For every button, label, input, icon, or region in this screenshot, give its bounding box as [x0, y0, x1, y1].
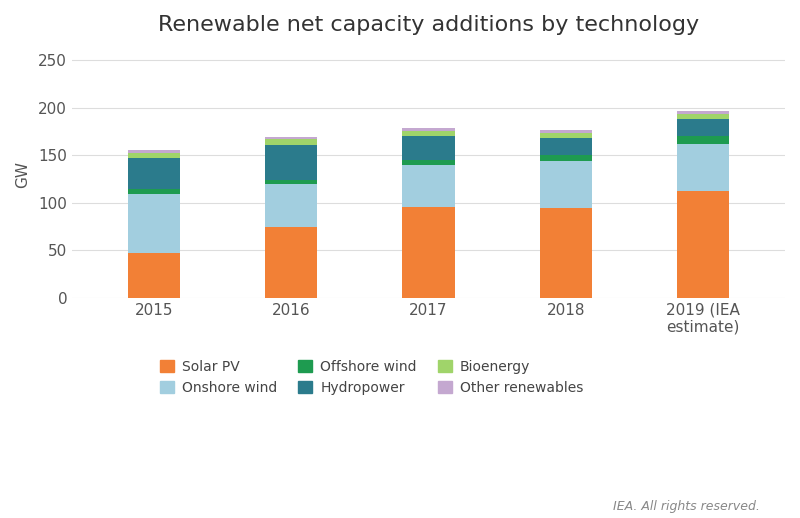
Bar: [539, 155, 592, 161]
Bar: [539, 131, 592, 133]
Y-axis label: GW: GW: [15, 161, 30, 188]
Bar: [266, 145, 318, 180]
Bar: [539, 161, 592, 208]
Bar: [266, 183, 318, 227]
Bar: [266, 180, 318, 183]
Bar: [402, 131, 454, 136]
Bar: [677, 136, 729, 143]
Title: Renewable net capacity additions by technology: Renewable net capacity additions by tech…: [158, 15, 699, 35]
Bar: [128, 189, 180, 194]
Bar: [677, 114, 729, 119]
Bar: [128, 194, 180, 253]
Bar: [266, 227, 318, 298]
Bar: [266, 137, 318, 139]
Bar: [677, 191, 729, 298]
Legend: Solar PV, Onshore wind, Offshore wind, Hydropower, Bioenergy, Other renewables: Solar PV, Onshore wind, Offshore wind, H…: [154, 354, 589, 400]
Bar: [402, 160, 454, 165]
Bar: [402, 136, 454, 160]
Bar: [402, 128, 454, 131]
Bar: [677, 111, 729, 114]
Bar: [539, 138, 592, 155]
Bar: [539, 133, 592, 138]
Bar: [402, 165, 454, 207]
Bar: [266, 139, 318, 145]
Bar: [128, 153, 180, 158]
Bar: [128, 253, 180, 298]
Bar: [402, 207, 454, 298]
Bar: [128, 150, 180, 153]
Bar: [128, 158, 180, 189]
Bar: [677, 143, 729, 191]
Text: IEA. All rights reserved.: IEA. All rights reserved.: [613, 500, 760, 513]
Bar: [539, 208, 592, 298]
Bar: [677, 119, 729, 136]
